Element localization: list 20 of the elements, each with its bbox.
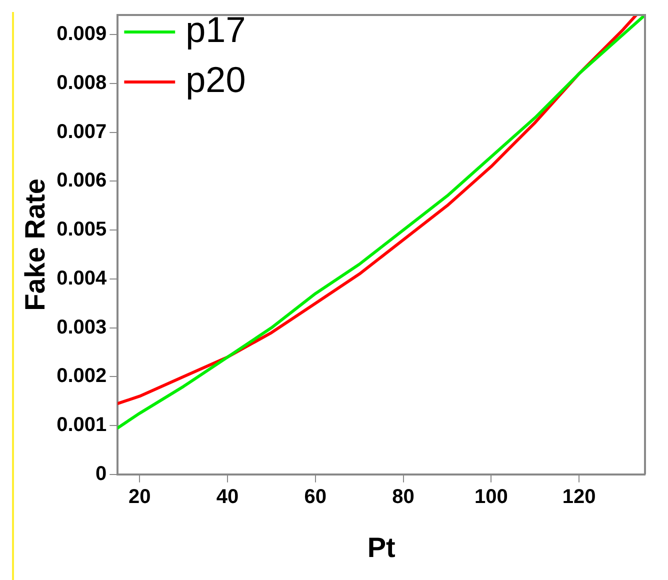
y-tick-label: 0.001 [56, 414, 107, 436]
x-tick-label: 120 [562, 486, 596, 508]
y-axis-title: Fake Rate [20, 178, 51, 311]
x-tick-label: 100 [474, 486, 508, 508]
x-axis-title: Pt [367, 532, 396, 563]
y-tick-label: 0.004 [56, 267, 108, 290]
y-tick-label: 0.008 [56, 72, 107, 94]
legend-label: p20 [186, 58, 246, 100]
y-tick-label: 0.007 [56, 120, 107, 143]
legend-label: p17 [186, 8, 246, 50]
y-tick-label: 0.005 [56, 218, 107, 241]
x-tick-label: 80 [392, 486, 414, 508]
y-tick-label: 0.009 [56, 23, 107, 46]
y-tick-label: 0.003 [56, 316, 107, 338]
y-tick-label: 0.002 [56, 365, 107, 388]
y-tick-label: 0.006 [56, 170, 107, 192]
x-tick-label: 60 [304, 486, 327, 508]
x-tick-label: 20 [128, 486, 151, 508]
y-tick-label: 0 [96, 462, 107, 485]
x-tick-label: 40 [216, 486, 239, 508]
